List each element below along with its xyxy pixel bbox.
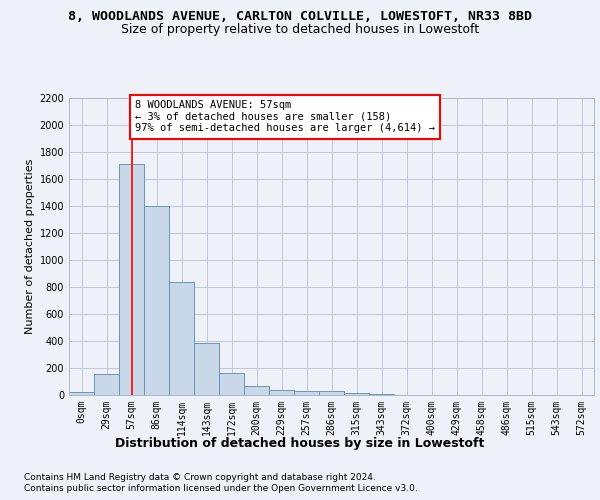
Text: 8, WOODLANDS AVENUE, CARLTON COLVILLE, LOWESTOFT, NR33 8BD: 8, WOODLANDS AVENUE, CARLTON COLVILLE, L… <box>68 10 532 23</box>
Bar <box>369 394 394 395</box>
Bar <box>144 206 169 395</box>
Bar <box>269 390 294 395</box>
Text: Size of property relative to detached houses in Lowestoft: Size of property relative to detached ho… <box>121 22 479 36</box>
Bar <box>319 391 344 395</box>
Text: Contains HM Land Registry data © Crown copyright and database right 2024.: Contains HM Land Registry data © Crown c… <box>24 472 376 482</box>
Y-axis label: Number of detached properties: Number of detached properties <box>25 158 35 334</box>
Text: Contains public sector information licensed under the Open Government Licence v3: Contains public sector information licen… <box>24 484 418 493</box>
Text: 8 WOODLANDS AVENUE: 57sqm
← 3% of detached houses are smaller (158)
97% of semi-: 8 WOODLANDS AVENUE: 57sqm ← 3% of detach… <box>135 100 435 134</box>
Bar <box>294 391 319 395</box>
Text: Distribution of detached houses by size in Lowestoft: Distribution of detached houses by size … <box>115 438 485 450</box>
Bar <box>119 164 144 395</box>
Bar <box>94 374 119 395</box>
Bar <box>244 386 269 395</box>
Bar <box>194 343 219 395</box>
Bar <box>219 372 244 395</box>
Bar <box>344 392 369 395</box>
Bar <box>169 282 194 395</box>
Bar <box>69 392 94 395</box>
